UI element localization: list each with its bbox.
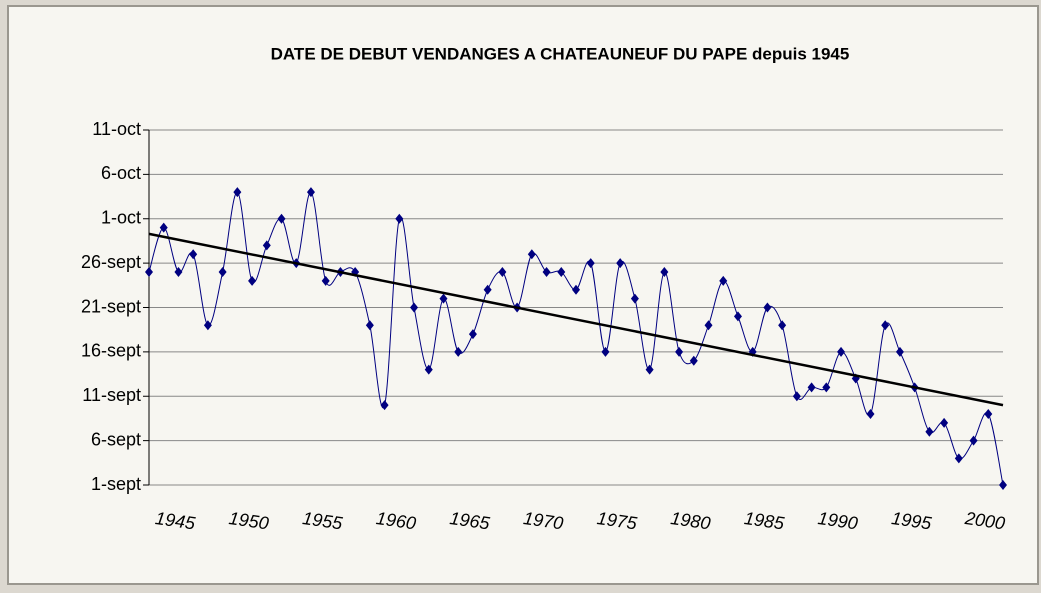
data-point: [675, 346, 684, 357]
data-point: [940, 417, 949, 428]
data-point: [572, 284, 580, 295]
data-point: [424, 364, 433, 375]
y-tick-label: 21-sept: [81, 296, 141, 316]
data-point: [969, 435, 978, 446]
data-point: [895, 346, 904, 357]
data-point: [189, 249, 198, 260]
data-point: [174, 267, 183, 277]
y-tick-label: 6-sept: [91, 429, 141, 449]
data-point: [660, 267, 669, 277]
y-tick-label: 1-sept: [91, 474, 141, 494]
y-tick-label: 1-oct: [101, 208, 141, 228]
y-tick-label: 6-oct: [101, 163, 141, 183]
data-point: [483, 284, 492, 295]
data-point: [277, 213, 286, 224]
data-point: [881, 320, 890, 331]
trend-line: [148, 232, 1004, 407]
chart-title: DATE DE DEBUT VENDANGES A CHATEAUNEUF DU…: [271, 44, 850, 63]
y-tick-label: 16-sept: [81, 341, 141, 361]
data-point: [778, 320, 787, 331]
data-point: [395, 213, 404, 224]
data-point: [365, 320, 374, 331]
y-tick-label: 11-oct: [92, 119, 141, 139]
data-point: [159, 222, 168, 233]
data-point: [984, 409, 993, 419]
data-point: [645, 364, 654, 375]
data-point: [586, 258, 595, 269]
data-point: [203, 320, 212, 331]
data-point: [733, 311, 742, 322]
data-point: [807, 382, 816, 393]
data-point: [866, 409, 875, 419]
data-point: [792, 391, 801, 402]
data-point: [763, 302, 772, 313]
data-point: [837, 346, 846, 357]
data-point: [527, 249, 536, 260]
data-point: [410, 302, 419, 313]
data-point: [925, 426, 934, 437]
data-point: [262, 240, 271, 251]
data-point: [822, 382, 831, 393]
data-point: [321, 275, 330, 286]
data-point: [954, 453, 963, 464]
data-point: [454, 346, 463, 357]
data-point: [380, 400, 389, 411]
data-point: [248, 275, 257, 286]
data-point: [233, 187, 242, 198]
data-point: [306, 187, 315, 198]
data-point: [542, 267, 551, 277]
data-point: [439, 293, 448, 304]
data-point: [218, 267, 227, 277]
data-point: [689, 355, 698, 366]
data-point: [601, 346, 610, 357]
data-point: [630, 293, 639, 304]
y-tick-label: 26-sept: [81, 252, 141, 272]
data-point: [999, 480, 1007, 490]
y-tick-label: 11-sept: [82, 385, 141, 405]
data-point: [498, 267, 507, 277]
data-point: [704, 320, 713, 331]
data-point: [616, 258, 625, 269]
data-point: [557, 267, 566, 277]
chart-frame: [7, 5, 1039, 585]
data-point: [145, 267, 153, 277]
data-point: [719, 275, 728, 286]
data-point: [468, 329, 477, 340]
